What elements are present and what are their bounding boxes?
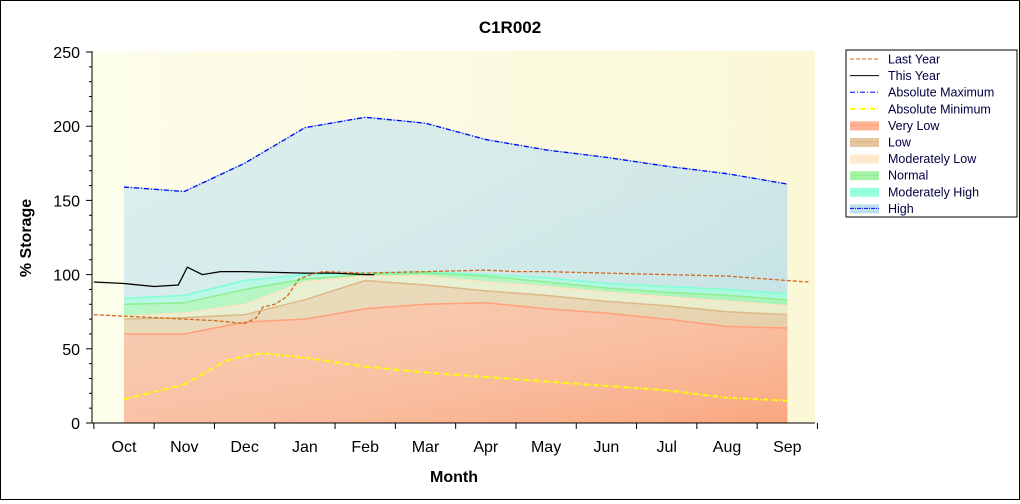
line-last-year	[93, 269, 809, 325]
legend-label: High	[888, 202, 914, 216]
legend: Last Year This Year Absolute Maximum Absolu…	[845, 49, 1018, 218]
legend-label: Moderately High	[888, 185, 979, 199]
x-tick-label: Apr	[473, 439, 499, 456]
legend-label: Very Low	[888, 119, 940, 133]
x-tick-label: Oct	[112, 439, 137, 456]
x-tick-label: Jan	[292, 439, 318, 456]
band-edge	[123, 272, 788, 306]
band-edge	[124, 302, 788, 335]
band-edge	[123, 275, 788, 317]
x-tick-label: Jun	[594, 439, 620, 456]
y-axis-label: % Storage	[18, 199, 35, 277]
x-tick-label: Nov	[170, 439, 198, 456]
line-absolute-maximum	[123, 116, 788, 193]
line-absolute-minimum	[123, 352, 788, 402]
x-tick-label: Aug	[713, 439, 741, 456]
legend-label: Normal	[888, 169, 928, 183]
band-edge	[123, 279, 788, 320]
x-tick-label: Dec	[230, 439, 258, 456]
y-tick-label: 250	[53, 45, 80, 62]
y-tick-label: 0	[71, 416, 80, 433]
legend-label: Absolute Maximum	[888, 86, 994, 100]
y-tick-label: 150	[53, 193, 80, 210]
band-edge	[123, 270, 788, 300]
legend-label: Low	[888, 136, 912, 150]
x-tick-label: May	[531, 439, 561, 456]
x-tick-label: Sep	[773, 439, 802, 456]
legend-label: Last Year	[888, 53, 940, 67]
y-tick-label: 50	[62, 342, 80, 359]
band-gradient	[124, 302, 788, 423]
legend-label: Absolute Minimum	[888, 102, 991, 116]
chart-title: C1R002	[479, 18, 541, 37]
legend-label: This Year	[888, 69, 940, 83]
x-tick-label: Mar	[412, 439, 440, 456]
y-tick-label: 100	[53, 268, 80, 285]
x-tick-label: Jul	[656, 439, 676, 456]
line-this-year	[93, 266, 375, 288]
legend-label: Moderately Low	[888, 152, 977, 166]
y-tick-label: 200	[53, 119, 80, 136]
x-tick-label: Feb	[351, 439, 379, 456]
band-very-low	[124, 302, 788, 423]
x-axis-label: Month	[430, 469, 478, 486]
